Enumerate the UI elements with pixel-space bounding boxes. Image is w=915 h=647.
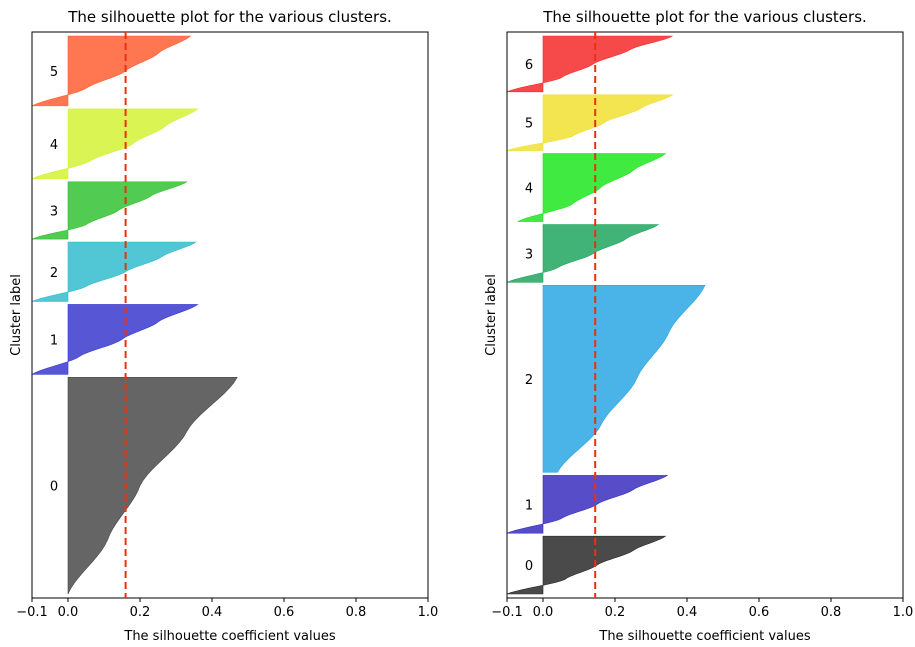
x-tick-label: 0.8: [821, 605, 842, 620]
cluster-label-3: 3: [50, 204, 58, 219]
cluster-label-0: 0: [50, 480, 58, 495]
cluster-label-1: 1: [50, 333, 58, 348]
x-axis-label: The silhouette coefficient values: [598, 629, 810, 644]
x-tick-label: 0.6: [749, 605, 770, 620]
x-tick-label: 0.6: [274, 605, 295, 620]
cluster-label-4: 4: [525, 182, 533, 197]
cluster-4-silhouette: [31, 108, 199, 180]
x-tick-label: 0.0: [533, 605, 554, 620]
x-tick-label: 0.8: [346, 605, 367, 620]
cluster-5-silhouette: [506, 94, 674, 151]
x-tick-label: 1.0: [418, 605, 439, 620]
axes-frame: [506, 31, 904, 599]
chart-title: The silhouette plot for the various clus…: [542, 8, 867, 26]
x-axis-label: The silhouette coefficient values: [123, 629, 335, 644]
cluster-label-5: 5: [50, 65, 58, 80]
cluster-2-silhouette: [542, 285, 706, 473]
cluster-label-4: 4: [50, 138, 58, 153]
x-tick-label: 0.4: [677, 605, 698, 620]
x-tick-label: −0.1: [16, 605, 48, 620]
cluster-4-silhouette: [517, 153, 667, 222]
cluster-3-silhouette: [31, 181, 188, 240]
cluster-label-2: 2: [525, 373, 533, 388]
x-tick-label: 1.0: [893, 605, 914, 620]
cluster-label-0: 0: [525, 559, 533, 574]
x-tick-label: 0.0: [58, 605, 79, 620]
x-tick-label: 0.2: [605, 605, 626, 620]
cluster-label-6: 6: [525, 58, 533, 73]
x-tick-label: 0.2: [130, 605, 151, 620]
chart-title: The silhouette plot for the various clus…: [67, 8, 392, 26]
cluster-2-silhouette: [31, 241, 197, 302]
cluster-3-silhouette: [506, 224, 660, 283]
cluster-label-1: 1: [525, 498, 533, 513]
cluster-label-5: 5: [525, 117, 533, 132]
cluster-5-silhouette: [31, 35, 192, 107]
cluster-label-3: 3: [525, 247, 533, 262]
y-axis-label: Cluster label: [9, 274, 24, 356]
silhouette-plot-left: 0 1 2 3 4 5 −0.1 0.0 0.2 0.4 0.6 0.8 1.0 The silhouet…: [9, 8, 438, 644]
cluster-6-silhouette: [506, 35, 673, 93]
x-tick-label: 0.4: [202, 605, 223, 620]
cluster-label-2: 2: [50, 266, 58, 281]
y-axis-label: Cluster label: [484, 274, 499, 356]
cluster-1-silhouette: [30, 304, 199, 375]
axes-frame: [31, 31, 429, 599]
silhouette-plot-right: 0 1 2 3 4 5 6 −0.1 0.0 0.2 0.4 0.6 0.8 1.0 The silhoue…: [484, 8, 913, 644]
x-tick-label: −0.1: [491, 605, 523, 620]
cluster-0-silhouette: [67, 377, 238, 595]
